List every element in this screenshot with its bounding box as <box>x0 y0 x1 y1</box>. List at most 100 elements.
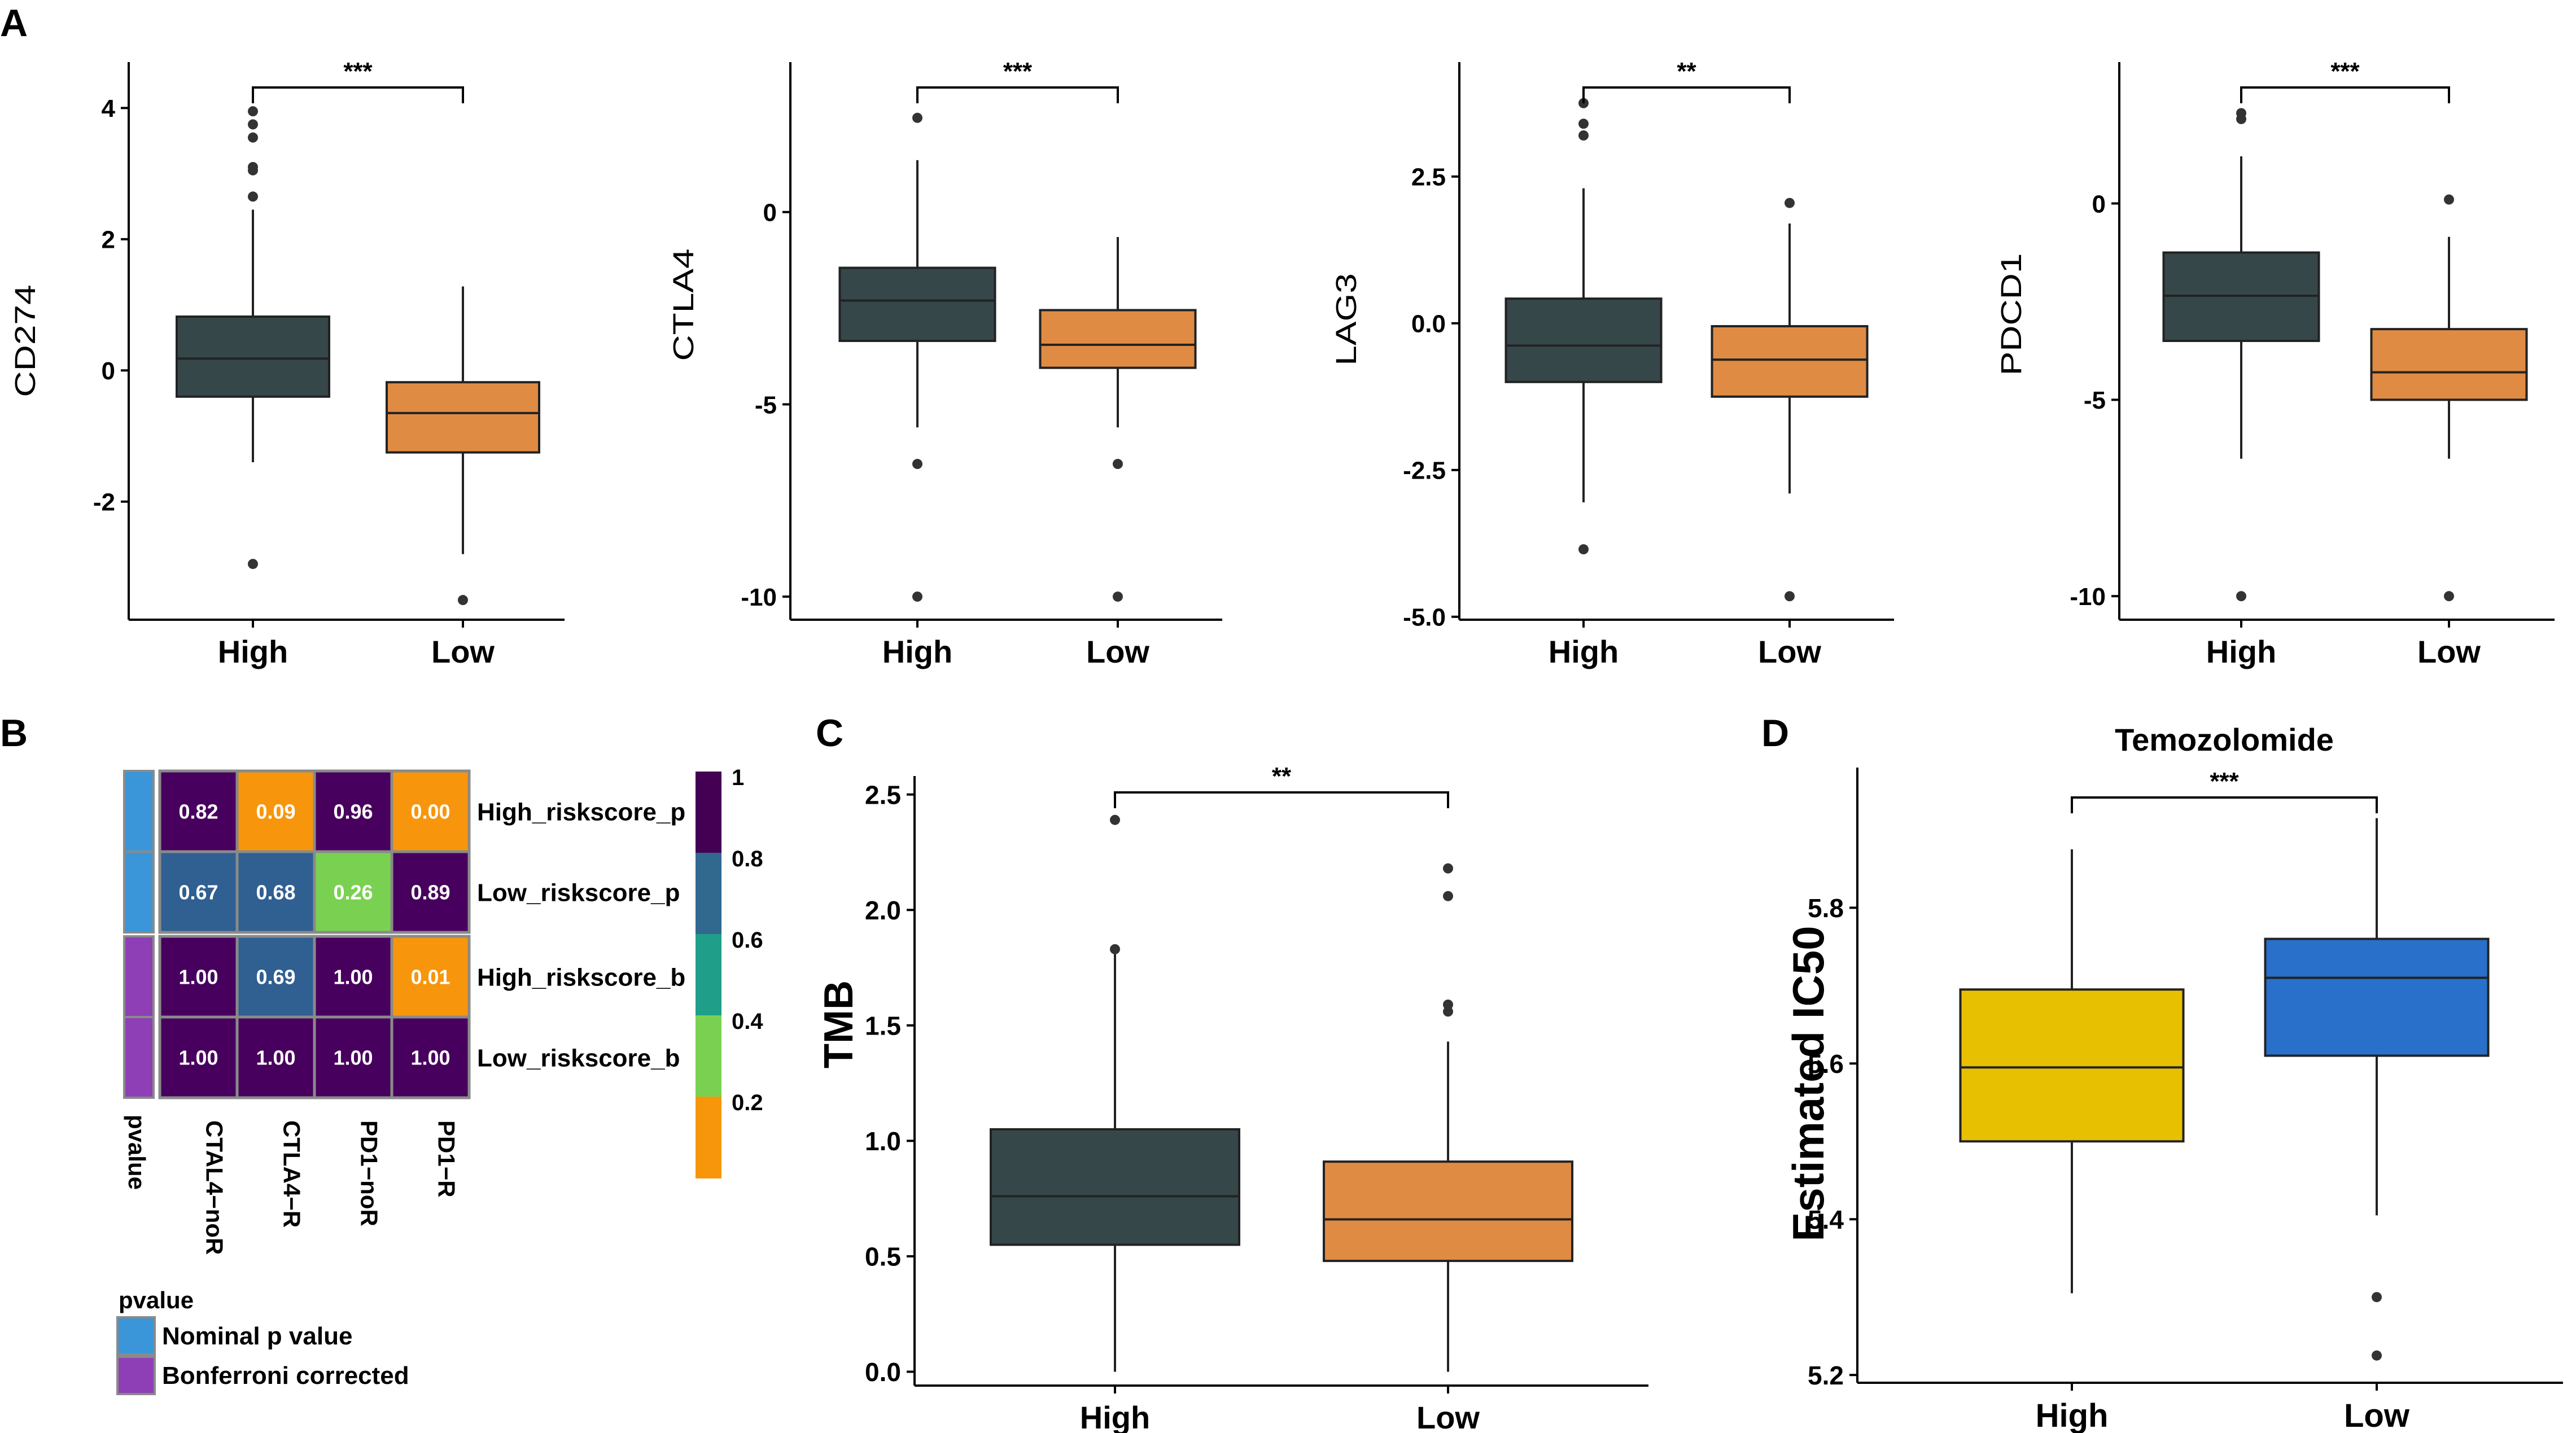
boxplot-tmb: 0.0 0.5 1.0 1.5 2.0 2.5 High Low TMB ** <box>816 762 1648 1433</box>
chart-title: Temozolomide <box>2115 722 2334 757</box>
colorbar-segment <box>696 1097 721 1178</box>
boxplot-temozolomide-ic50: 5.2 5.4 5.6 5.8 High Low Estimated IC50 Temozol… <box>1783 722 2563 1433</box>
outlier-point-high <box>248 119 258 130</box>
boxplot-ctla4: -10 -5 0 High Low CTLA4 *** <box>668 58 1222 669</box>
heatmap-cell-value: 0.82 <box>178 800 218 823</box>
outlier-point-low <box>1785 198 1795 208</box>
outlier-point-high <box>248 559 258 569</box>
y-axis-label: Estimated IC50 <box>1783 926 1833 1241</box>
x-tick-label-high: High <box>2206 634 2276 669</box>
heatmap-cell-value: 0.69 <box>256 966 295 989</box>
y-tick-label: 5.2 <box>1808 1361 1844 1390</box>
outlier-point-low <box>1113 591 1123 602</box>
colorbar-tick-label: 1 <box>732 765 744 790</box>
x-tick-label-high: High <box>1080 1400 1150 1433</box>
outlier-point-low <box>2444 194 2454 205</box>
heatmap-column-label: CTAL4−noR <box>202 1120 228 1255</box>
y-tick-label: -5 <box>755 391 777 419</box>
heatmap-cell <box>390 1015 471 1099</box>
y-tick-label: 0.5 <box>865 1242 901 1271</box>
heatmap-cell <box>313 850 393 934</box>
outlier-point-low <box>1443 1000 1453 1010</box>
heatmap-cell <box>390 850 471 934</box>
heatmap-cell-value: 1.00 <box>333 966 373 989</box>
outlier-point-high <box>2236 591 2246 602</box>
box-low <box>1039 309 1197 369</box>
y-tick-label: 0.0 <box>865 1357 901 1387</box>
y-axis-label: CD274 <box>10 284 42 397</box>
heatmap-cell-value: 1.00 <box>410 1046 450 1070</box>
outlier-point-high <box>1578 119 1589 129</box>
y-tick-label: -10 <box>741 584 777 611</box>
outlier-point-high <box>912 112 922 123</box>
annotation-cell <box>123 935 155 1018</box>
outlier-point-high <box>912 459 922 470</box>
significance-bracket <box>1582 86 1791 103</box>
significance-bracket <box>1114 791 1449 808</box>
legend-swatch-bonferroni <box>116 1356 156 1395</box>
heatmap-cell-value: 1.00 <box>333 1046 373 1070</box>
y-tick-label: 2.5 <box>1411 164 1446 191</box>
y-tick-label: 5.6 <box>1808 1049 1844 1079</box>
outlier-point-high <box>248 161 258 172</box>
heatmap-pvalue: 0.82 0.09 0.96 0.00 0.67 0.68 0.26 0.89 1.00 0.69… <box>116 765 763 1395</box>
heatmap-cell-value: 1.00 <box>178 966 218 989</box>
significance-bracket <box>2071 796 2378 813</box>
heatmap-cell <box>235 850 316 934</box>
x-tick-label-low: Low <box>1758 634 1821 669</box>
y-tick-label: -2.5 <box>1403 457 1446 485</box>
y-tick-label: 1.5 <box>865 1011 901 1040</box>
colorbar-tick-label: 0.2 <box>732 1090 763 1115</box>
significance-stars: *** <box>2330 58 2360 85</box>
x-tick-label-low: Low <box>1416 1400 1480 1433</box>
x-tick-label-high: High <box>2036 1397 2109 1433</box>
annotation-axis-label: pvalue <box>124 1115 150 1190</box>
panel-label-c: C <box>816 712 843 755</box>
heatmap-row-label: Low_riskscore_b <box>477 1045 680 1072</box>
colorbar-tick-label: 0.8 <box>732 847 763 871</box>
significance-stars: *** <box>343 58 373 85</box>
box-high <box>838 266 996 342</box>
boxplot-lag3: -5.0 -2.5 0.0 2.5 High Low LAG3 ** <box>1331 58 1894 669</box>
legend-item-label: Bonferroni corrected <box>162 1362 409 1390</box>
heatmap-cell-value: 0.00 <box>410 800 450 823</box>
y-tick-label: 1.0 <box>865 1127 901 1156</box>
colorbar-tick-label: 0.6 <box>732 928 763 953</box>
outlier-point-high <box>1110 944 1120 954</box>
y-axis-label: CTLA4 <box>668 248 700 361</box>
annotation-cell <box>123 851 155 934</box>
y-axis-label: TMB <box>816 980 861 1068</box>
heatmap-cell <box>158 850 239 934</box>
y-tick-label: 5.8 <box>1808 893 1844 923</box>
panel-label-a: A <box>0 2 28 45</box>
heatmap-cell-value: 1.00 <box>178 1046 218 1070</box>
y-tick-label: -10 <box>2070 583 2106 611</box>
outlier-point-high <box>248 191 258 202</box>
heatmap-row-label: Low_riskscore_p <box>477 879 680 907</box>
outlier-point-low <box>2444 591 2454 602</box>
y-tick-label: 2.0 <box>865 896 901 925</box>
y-tick-label: -5 <box>2084 387 2106 414</box>
heatmap-cell-value: 1.00 <box>256 1046 295 1070</box>
heatmap-cell-value: 0.96 <box>333 800 373 823</box>
heatmap-cell-value: 0.01 <box>410 966 450 989</box>
boxplot-cd274: -2 0 2 4 High Low CD274 *** <box>10 58 565 669</box>
outlier-point-high <box>1578 130 1589 141</box>
y-tick-label: 4 <box>102 95 116 122</box>
significance-stars: *** <box>2210 768 2239 795</box>
heatmap-cell-value: 0.67 <box>178 881 218 904</box>
heatmap-cell <box>313 769 393 853</box>
x-tick-label-low: Low <box>2344 1397 2410 1433</box>
significance-stars: *** <box>1003 58 1033 85</box>
y-axis-label: PDCD1 <box>1996 253 2028 376</box>
annotation-cell <box>123 770 155 853</box>
colorbar-segment <box>696 934 721 1016</box>
y-tick-label: 5.4 <box>1808 1205 1844 1234</box>
outlier-point-low <box>2372 1350 2382 1361</box>
outlier-point-high <box>248 106 258 117</box>
significance-stars: ** <box>1272 762 1292 790</box>
outlier-point-low <box>458 595 468 606</box>
annotation-cell <box>123 1016 155 1099</box>
legend-item-label: Nominal p value <box>162 1322 352 1350</box>
legend-title: pvalue <box>119 1287 194 1313</box>
